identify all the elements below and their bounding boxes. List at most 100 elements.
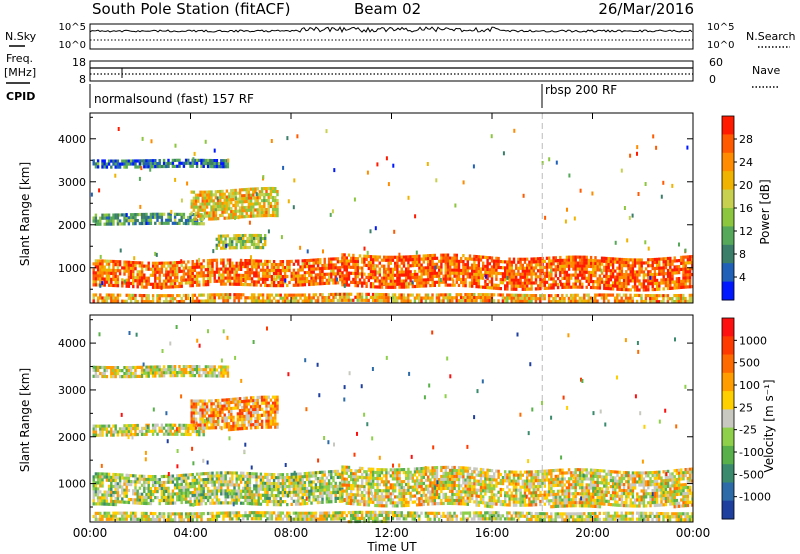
heatmap-cell — [253, 472, 256, 476]
heatmap-cell — [246, 480, 249, 485]
heatmap-cell — [211, 273, 214, 277]
heatmap-cell — [611, 266, 615, 270]
heatmap-cell — [217, 474, 221, 478]
heatmap-cell — [235, 483, 238, 487]
heatmap-cell — [149, 215, 153, 219]
heatmap-cell — [429, 257, 432, 261]
heatmap-cell — [222, 282, 225, 286]
heatmap-cell — [110, 496, 113, 500]
heatmap-cell — [554, 280, 557, 284]
heatmap-cell — [396, 276, 399, 280]
heatmap-cell — [257, 296, 260, 300]
heatmap-cell — [275, 485, 278, 489]
heatmap-cell — [473, 263, 476, 267]
heatmap-cell — [345, 274, 348, 278]
heatmap-cell — [358, 278, 362, 282]
heatmap-cell — [444, 265, 447, 269]
heatmap-cell — [138, 495, 142, 499]
heatmap-cell — [534, 257, 538, 261]
heatmap-cell — [230, 210, 233, 214]
heatmap-cell — [618, 299, 621, 303]
heatmap-cell — [475, 264, 478, 268]
heatmap-cell — [132, 216, 135, 220]
heatmap-cell — [176, 276, 179, 280]
heatmap-cell — [176, 300, 179, 304]
heatmap-cell — [394, 477, 397, 481]
heatmap-cell — [405, 491, 408, 496]
heatmap-cell — [246, 474, 249, 479]
heatmap-cell — [407, 282, 410, 286]
heatmap-cell — [402, 285, 406, 289]
heatmap-cell — [440, 299, 443, 303]
heatmap-cell — [620, 296, 623, 300]
heatmap-cell — [243, 188, 246, 192]
heatmap-cell — [424, 299, 428, 303]
heatmap-cell — [356, 490, 359, 494]
heatmap-cell — [398, 273, 401, 277]
heatmap-cell — [372, 261, 375, 265]
heatmap-cell — [105, 472, 109, 476]
heatmap-cell — [402, 282, 406, 286]
heatmap-cell — [484, 255, 487, 259]
heatmap-cell — [123, 260, 126, 264]
heatmap-cell — [283, 482, 287, 486]
heatmap-cell — [635, 293, 639, 297]
colorbar-tick-label: 8 — [739, 248, 746, 261]
heatmap-cell — [629, 270, 632, 274]
heatmap-cell — [594, 271, 597, 275]
heatmap-cell — [125, 263, 128, 267]
heatmap-cell — [200, 268, 203, 272]
heatmap-cell — [197, 193, 200, 197]
heatmap-cell — [341, 471, 344, 475]
heatmap-cell — [116, 162, 120, 166]
heatmap-cell — [451, 259, 454, 263]
heatmap-cell — [231, 501, 234, 505]
heatmap-cell — [644, 261, 648, 265]
heatmap-cell — [228, 240, 232, 244]
heatmap-cell — [182, 473, 186, 477]
heatmap-cell — [206, 489, 210, 494]
heatmap-cell — [201, 202, 204, 206]
heatmap-cell — [213, 270, 216, 274]
heatmap-cell — [292, 299, 296, 303]
heatmap-cell — [560, 282, 562, 287]
heatmap-cell — [312, 498, 315, 502]
heatmap-cell — [176, 285, 179, 289]
heatmap-cell — [264, 243, 267, 247]
heatmap-cell — [548, 265, 551, 269]
heatmap-cell — [431, 293, 434, 297]
heatmap-cell — [380, 492, 384, 496]
heatmap-cell — [506, 284, 509, 288]
nsearch-label: N.Search — [746, 30, 796, 43]
heatmap-cell — [226, 501, 230, 505]
heatmap-cell — [272, 278, 276, 282]
heatmap-cell — [138, 264, 142, 268]
heatmap-cell — [103, 296, 106, 300]
heatmap-cell — [563, 296, 566, 301]
heatmap-cell — [319, 482, 322, 486]
heatmap-cell — [323, 470, 326, 474]
heatmap-cell — [242, 477, 245, 481]
heatmap-cell — [246, 283, 249, 287]
heatmap-cell — [294, 472, 298, 476]
heatmap-cell — [143, 294, 146, 298]
heatmap-cell — [255, 259, 258, 263]
heatmap-cell — [666, 268, 670, 273]
heatmap-cell — [299, 472, 302, 476]
heatmap-cell — [257, 280, 260, 284]
heatmap-cell — [660, 294, 663, 298]
heatmap-cell — [629, 153, 632, 158]
heatmap-cell — [611, 287, 615, 291]
heatmap-cell — [173, 215, 177, 219]
heatmap-cell — [297, 283, 300, 287]
heatmap-cell — [275, 488, 278, 492]
heatmap-cell — [215, 489, 219, 493]
heatmap-cell — [162, 261, 166, 265]
heatmap-cell — [418, 293, 421, 297]
heatmap-cell — [290, 472, 293, 476]
heatmap-cell — [99, 277, 102, 281]
heatmap-cell — [686, 145, 689, 150]
heatmap-cell — [361, 484, 364, 489]
heatmap-cell — [680, 282, 683, 286]
heatmap-cell — [334, 499, 337, 503]
